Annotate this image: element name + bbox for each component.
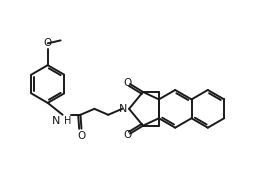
Text: O: O — [123, 130, 131, 140]
Text: N: N — [52, 116, 61, 126]
Text: O: O — [123, 78, 131, 88]
Text: N: N — [119, 104, 127, 114]
Text: O: O — [44, 38, 52, 48]
Text: O: O — [77, 131, 86, 141]
Text: H: H — [64, 116, 71, 126]
